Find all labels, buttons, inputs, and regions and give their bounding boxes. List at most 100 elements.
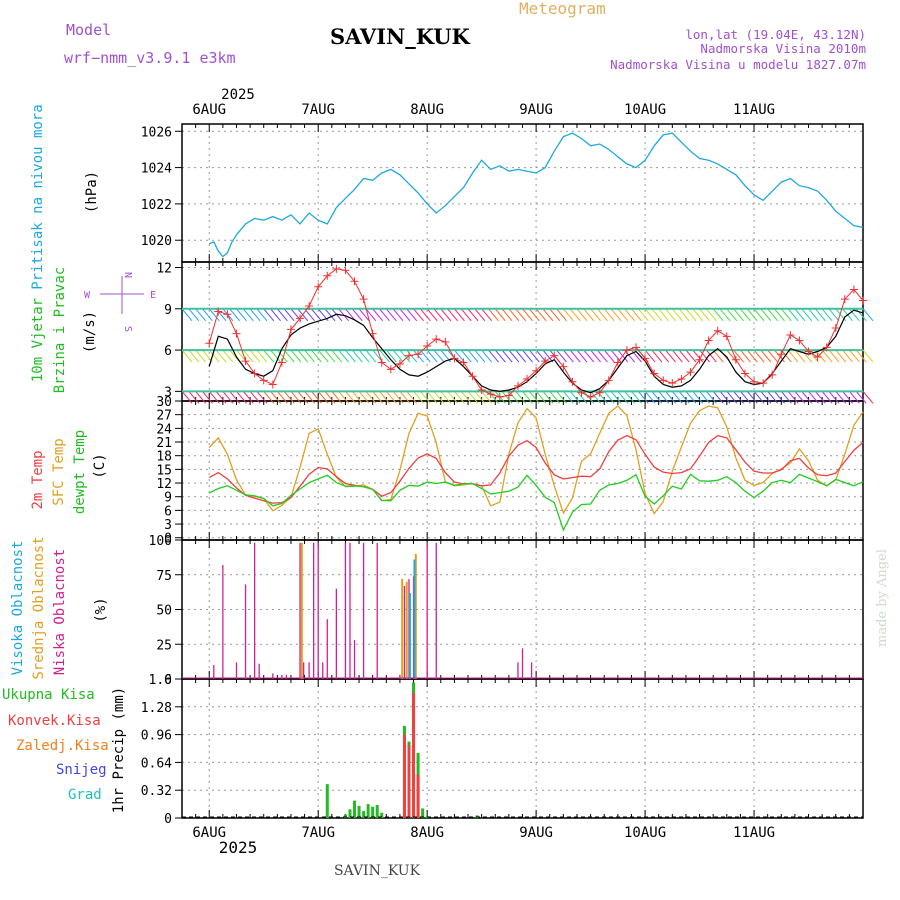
wind-barb (317, 391, 329, 404)
wind-barb (419, 349, 431, 363)
precip-bar (357, 805, 361, 818)
wind-barb (304, 391, 315, 404)
wind-barb (385, 349, 397, 363)
wind-barb (549, 308, 561, 322)
wind-gust-marker (750, 377, 759, 386)
wind-barb (760, 391, 772, 404)
wind-barb (712, 391, 724, 404)
wind-barb (699, 391, 710, 404)
model-elevation-label: Nadmorska Visina u modelu 1827.07m (610, 57, 866, 72)
wind-barb (433, 349, 445, 363)
wind-barb (780, 308, 792, 322)
y-tick-label: 50 (156, 604, 172, 619)
wind-gust-marker (468, 372, 477, 381)
wind-barb (828, 349, 840, 363)
day-label-top: 8AUG (410, 102, 444, 118)
wind-barb (767, 308, 779, 322)
wind-barb (862, 308, 874, 322)
wind-barb (358, 391, 370, 404)
wind-barb (658, 308, 670, 322)
wind-barb (671, 391, 683, 404)
wind-barb (753, 349, 765, 363)
wind-gust-marker (568, 377, 577, 386)
precip-bar (375, 804, 379, 818)
wind-barb (719, 391, 731, 404)
legend-snijeg: Snijeg (56, 762, 107, 778)
wind-gust-marker (441, 337, 450, 346)
wind-barb (229, 308, 241, 322)
panel-frame (181, 400, 864, 541)
wind-barb (460, 391, 472, 404)
wind-barb (665, 391, 676, 404)
wind-gust-marker (541, 357, 550, 366)
wind-barb (740, 308, 751, 322)
wind-barb (297, 391, 309, 404)
wind-barb (454, 391, 465, 404)
wind-barb (433, 391, 445, 404)
wind-barb (671, 308, 683, 322)
wind-barb (304, 308, 315, 322)
wind-barb (276, 391, 288, 404)
wind-barb (249, 349, 261, 363)
wind-barb (671, 349, 683, 363)
wind-barb (522, 391, 533, 404)
wind-barb (774, 349, 785, 363)
wind-barb (705, 349, 717, 363)
wind-barb (508, 308, 520, 322)
wind-title-2: Brzina i Pravac (52, 267, 68, 393)
wind-barb (828, 308, 840, 322)
wind-gust-marker (650, 369, 659, 378)
wind-barb (699, 349, 710, 363)
wind-barb (862, 349, 874, 363)
precip-bar (348, 809, 352, 818)
station-title: SAVIN_KUK (330, 24, 471, 49)
wind-gust-marker (777, 350, 786, 359)
wind-gust-marker (350, 277, 359, 286)
precip-bar (380, 812, 384, 818)
wind-gust-marker (414, 350, 423, 359)
wind-gust-marker (305, 302, 314, 311)
wind-gust-marker (205, 339, 214, 348)
wind-barb (365, 308, 377, 322)
wind-barb (222, 349, 234, 363)
wind-barb (365, 391, 377, 404)
wind-barb (215, 308, 227, 322)
compass-north: N (122, 272, 133, 278)
wind-barb (494, 308, 506, 322)
wind-gust-marker (250, 369, 259, 378)
wind-gust-marker (740, 369, 749, 378)
wind-barb (270, 308, 281, 322)
wind-barb (454, 349, 465, 363)
wind-barb (549, 391, 561, 404)
wind-compass-icon: N S W E (84, 272, 156, 332)
wind-gust-marker (486, 390, 495, 399)
wind-barb (862, 391, 874, 404)
temp-title-sfc: SFC Temp (51, 438, 67, 505)
y-tick-label: 21 (156, 436, 172, 451)
wind-gust-marker (450, 354, 459, 363)
wind-barb (569, 391, 581, 404)
wind-gust-marker (641, 354, 650, 363)
wind-gust-marker (423, 341, 432, 350)
wind-barb (801, 308, 813, 322)
wind-barb (338, 349, 350, 363)
wind-barb (392, 349, 404, 363)
wind-barb (535, 391, 547, 404)
wind-barb (181, 391, 193, 404)
wind-barb (753, 391, 765, 404)
wind-barb (855, 391, 867, 404)
wind-barb (365, 349, 377, 363)
wind-barb (188, 391, 200, 404)
wind-barb (692, 391, 704, 404)
y-tick-label: 30 (156, 395, 172, 410)
wind-gust-marker (713, 326, 722, 335)
temp-title-2m: 2m Temp (30, 450, 46, 509)
wind-barb (597, 349, 608, 363)
wind-barb (242, 308, 254, 322)
wind-gust-marker (405, 351, 413, 360)
cloud-title-high: Visoka Oblacnost (10, 541, 26, 676)
y-tick-label: 0 (164, 673, 172, 688)
wind-barb (331, 349, 343, 363)
wind-barb (351, 349, 363, 363)
